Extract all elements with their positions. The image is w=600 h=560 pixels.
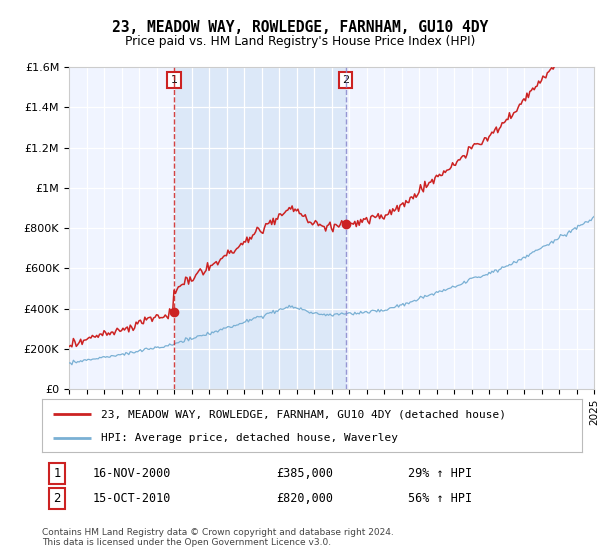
Text: 16-NOV-2000: 16-NOV-2000 [93,466,172,480]
Text: £385,000: £385,000 [276,466,333,480]
Text: £820,000: £820,000 [276,492,333,505]
Text: Price paid vs. HM Land Registry's House Price Index (HPI): Price paid vs. HM Land Registry's House … [125,35,475,48]
Bar [174,67,346,389]
Text: 23, MEADOW WAY, ROWLEDGE, FARNHAM, GU10 4DY: 23, MEADOW WAY, ROWLEDGE, FARNHAM, GU10 … [112,20,488,35]
Text: 23, MEADOW WAY, ROWLEDGE, FARNHAM, GU10 4DY (detached house): 23, MEADOW WAY, ROWLEDGE, FARNHAM, GU10 … [101,409,506,419]
Text: 1: 1 [170,75,178,85]
Text: 15-OCT-2010: 15-OCT-2010 [93,492,172,505]
Text: Contains HM Land Registry data © Crown copyright and database right 2024.
This d: Contains HM Land Registry data © Crown c… [42,528,394,547]
Text: 56% ↑ HPI: 56% ↑ HPI [408,492,472,505]
Text: 1: 1 [53,466,61,480]
Text: 29% ↑ HPI: 29% ↑ HPI [408,466,472,480]
Text: HPI: Average price, detached house, Waverley: HPI: Average price, detached house, Wave… [101,432,398,442]
Text: 2: 2 [342,75,349,85]
Text: 2: 2 [53,492,61,505]
